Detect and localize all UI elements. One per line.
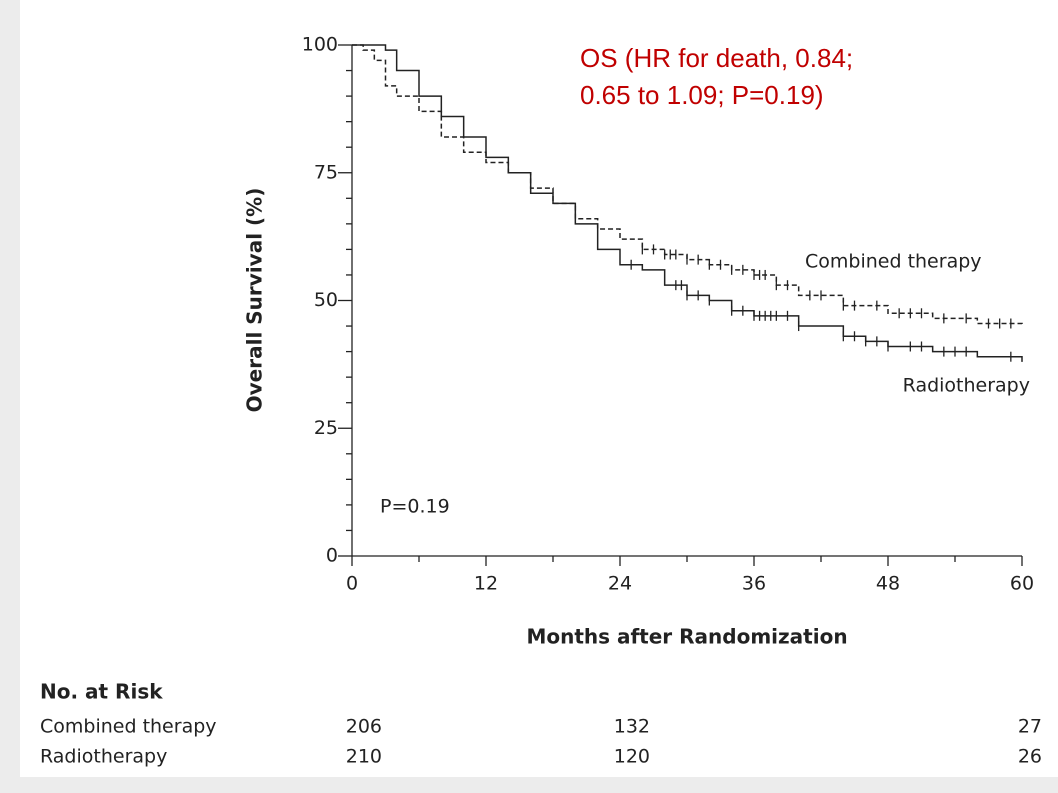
risk-count: 210 xyxy=(346,746,382,768)
risk-count: 27 xyxy=(1018,716,1042,738)
p-value: P=0.19 xyxy=(380,496,450,518)
y-tick-label: 100 xyxy=(302,34,338,56)
x-tick-label: 36 xyxy=(742,573,766,595)
risk-title: No. at Risk xyxy=(40,680,163,704)
risk-count: 26 xyxy=(1018,746,1042,768)
y-axis-title: Overall Survival (%) xyxy=(243,188,267,413)
x-tick-label: 0 xyxy=(346,573,358,595)
y-tick-label: 75 xyxy=(314,161,338,183)
annotation: OS (HR for death, 0.84; 0.65 to 1.09; P=… xyxy=(580,43,854,110)
x-tick-label: 60 xyxy=(1010,573,1034,595)
risk-row-name: Radiotherapy xyxy=(40,746,167,768)
x-tick-label: 24 xyxy=(608,573,632,595)
risk-count: 120 xyxy=(614,746,650,768)
x-axis-title: Months after Randomization xyxy=(526,625,847,649)
x-tick-label: 12 xyxy=(474,573,498,595)
y-tick-label: 25 xyxy=(314,417,338,439)
y-tick-label: 0 xyxy=(326,545,338,567)
risk-count: 132 xyxy=(614,716,650,738)
y-tick-label: 50 xyxy=(314,289,338,311)
survival-curve xyxy=(352,44,1023,327)
risk-row-name: Combined therapy xyxy=(40,716,217,738)
series-label: Combined therapy xyxy=(805,251,982,273)
risk-count: 206 xyxy=(346,716,382,738)
x-tick-label: 48 xyxy=(876,573,900,595)
series-label: Radiotherapy xyxy=(903,375,1030,397)
panel xyxy=(20,0,1058,777)
